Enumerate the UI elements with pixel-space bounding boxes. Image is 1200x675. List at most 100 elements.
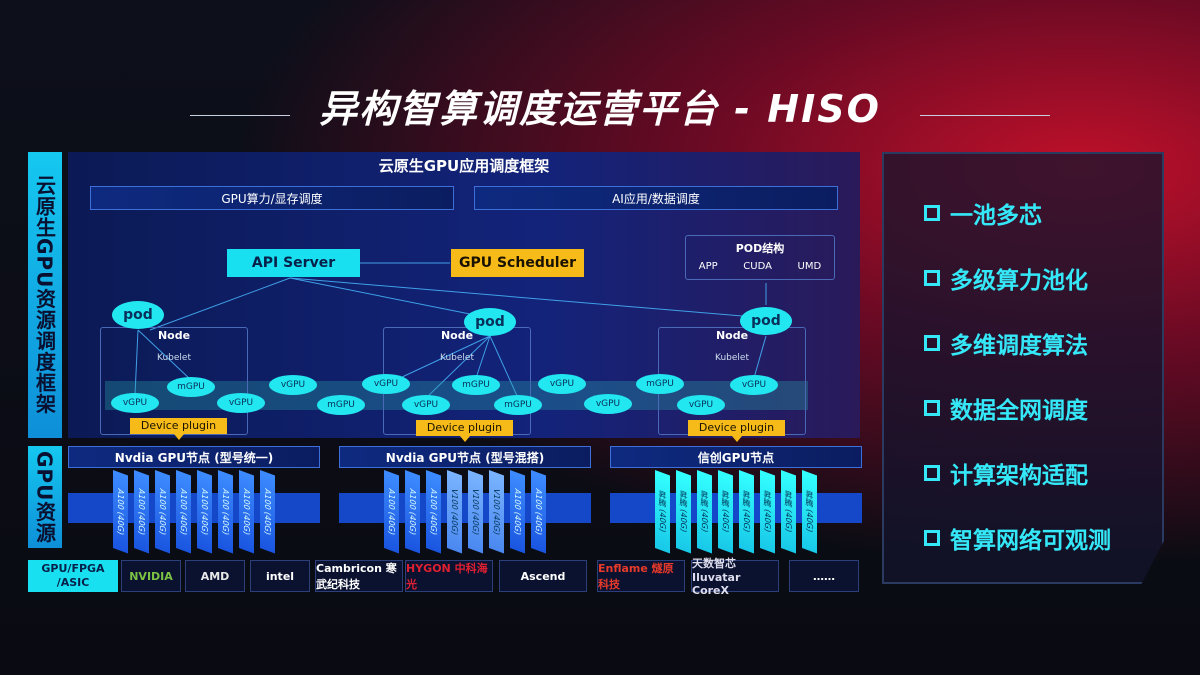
title-line-left bbox=[190, 115, 290, 116]
pod-structure-box: POD结构 APP CUDA UMD bbox=[685, 235, 835, 280]
features-panel bbox=[882, 152, 1164, 584]
gpu-card: 昇腾 (40G) bbox=[760, 470, 775, 554]
vendor-logo-2: intel bbox=[250, 560, 310, 592]
arrow-down-icon bbox=[460, 436, 470, 442]
gpu-card: 昇腾 (40G) bbox=[655, 470, 670, 554]
pod-item-umd: UMD bbox=[797, 261, 822, 272]
vendor-logo-0: NVIDIA bbox=[121, 560, 181, 592]
kubelet-label: Kubelet bbox=[157, 353, 191, 363]
gpu-card: A100 (40G) bbox=[384, 470, 399, 554]
mgpu-unit: mGPU bbox=[317, 395, 365, 415]
vgpu-unit: vGPU bbox=[730, 375, 778, 395]
pod-structure-title: POD结构 bbox=[735, 242, 785, 255]
gpu-card: A100 (40G) bbox=[176, 470, 191, 554]
vgpu-unit: vGPU bbox=[111, 393, 159, 413]
feature-label: 多级算力池化 bbox=[950, 268, 1088, 294]
gpu-group-title: Nvdia GPU节点 (型号混搭) bbox=[339, 446, 591, 468]
vendor-label: GPU/FPGA /ASIC bbox=[28, 560, 118, 592]
vendor-logo-7: 天数智芯 Iluvatar CoreX bbox=[691, 557, 779, 597]
feature-item: 计算架构适配 bbox=[924, 456, 1088, 490]
gpu-card: A100 (40G) bbox=[155, 470, 170, 554]
ai-data-bar: AI应用/数据调度 bbox=[474, 186, 838, 210]
node-label: Node bbox=[715, 329, 749, 342]
kubelet-label: Kubelet bbox=[715, 353, 749, 363]
gpu-scheduler-box: GPU Scheduler bbox=[451, 249, 584, 277]
checkbox-square-icon bbox=[924, 270, 940, 286]
gpu-card: 昇腾 (40G) bbox=[718, 470, 733, 554]
framework-header: 云原生GPU应用调度框架 bbox=[378, 157, 550, 175]
vgpu-unit: vGPU bbox=[538, 374, 586, 394]
vendor-logo-4: HYGON 中科海光 bbox=[405, 560, 493, 592]
vgpu-unit: vGPU bbox=[362, 374, 410, 394]
gpu-card: A100 (40G) bbox=[113, 470, 128, 554]
arrow-down-icon bbox=[174, 434, 184, 440]
device-plugin-box: Device plugin bbox=[416, 420, 513, 436]
mgpu-unit: mGPU bbox=[494, 395, 542, 415]
device-plugin-box: Device plugin bbox=[688, 420, 785, 436]
feature-item: 多级算力池化 bbox=[924, 261, 1088, 295]
feature-item: 多维调度算法 bbox=[924, 326, 1088, 360]
feature-label: 多维调度算法 bbox=[950, 333, 1088, 359]
gpu-group-base bbox=[68, 493, 320, 523]
gpu-card: V100 (40G) bbox=[447, 470, 462, 554]
title-line-right bbox=[920, 115, 1050, 116]
gpu-card: A100 (40G) bbox=[405, 470, 420, 554]
vendor-logo-1: AMD bbox=[185, 560, 245, 592]
gpu-card: A100 (40G) bbox=[218, 470, 233, 554]
feature-label: 智算网络可观测 bbox=[950, 528, 1111, 554]
device-plugin-box: Device plugin bbox=[130, 418, 227, 434]
gpu-card: V100 (40G) bbox=[489, 470, 504, 554]
vgpu-unit: vGPU bbox=[677, 395, 725, 415]
vendor-logo-5: Ascend bbox=[499, 560, 587, 592]
checkbox-square-icon bbox=[924, 205, 940, 221]
vgpu-unit: vGPU bbox=[269, 375, 317, 395]
mgpu-unit: mGPU bbox=[167, 377, 215, 397]
gpu-card: A100 (40G) bbox=[510, 470, 525, 554]
vendor-logo-6: Enflame 燧原科技 bbox=[597, 560, 685, 592]
gpu-card: 昇腾 (40G) bbox=[676, 470, 691, 554]
gpu-group-title: 信创GPU节点 bbox=[610, 446, 862, 468]
framework-side-label: 云原生GPU资源调度框架 bbox=[28, 152, 62, 438]
pod-node: pod bbox=[464, 308, 516, 336]
api-server-box: API Server bbox=[227, 249, 360, 277]
gpu-card: A100 (40G) bbox=[260, 470, 275, 554]
gpu-card: A100 (40G) bbox=[239, 470, 254, 554]
node-label: Node bbox=[157, 329, 191, 342]
gpu-card: A100 (40G) bbox=[134, 470, 149, 554]
arrow-down-icon bbox=[732, 436, 742, 442]
resources-side-label: GPU资源 bbox=[28, 446, 62, 548]
mgpu-unit: mGPU bbox=[636, 374, 684, 394]
gpu-card: 昇腾 (40G) bbox=[739, 470, 754, 554]
feature-label: 数据全网调度 bbox=[950, 398, 1088, 424]
gpu-group-base bbox=[610, 493, 862, 523]
vendor-logo-8: …… bbox=[789, 560, 859, 592]
feature-label: 计算架构适配 bbox=[950, 463, 1088, 489]
feature-label: 一池多芯 bbox=[950, 203, 1042, 229]
gpu-card: V100 (40G) bbox=[468, 470, 483, 554]
mgpu-unit: mGPU bbox=[452, 375, 500, 395]
checkbox-square-icon bbox=[924, 530, 940, 546]
pod-node: pod bbox=[740, 307, 792, 335]
feature-item: 数据全网调度 bbox=[924, 391, 1088, 425]
node-label: Node bbox=[440, 329, 474, 342]
gpu-compute-bar: GPU算力/显存调度 bbox=[90, 186, 454, 210]
vgpu-unit: vGPU bbox=[584, 394, 632, 414]
gpu-group-base bbox=[339, 493, 591, 523]
vendor-logo-3: Cambricon 寒武纪科技 bbox=[315, 560, 403, 592]
page-title: 异构智算调度运营平台 - HISO bbox=[319, 87, 881, 131]
gpu-group-title: Nvdia GPU节点 (型号统一) bbox=[68, 446, 320, 468]
gpu-card: 昇腾 (40G) bbox=[781, 470, 796, 554]
pod-node: pod bbox=[112, 301, 164, 329]
feature-item: 智算网络可观测 bbox=[924, 521, 1111, 555]
feature-item: 一池多芯 bbox=[924, 196, 1042, 230]
gpu-card: A100 (40G) bbox=[197, 470, 212, 554]
vgpu-unit: vGPU bbox=[217, 393, 265, 413]
checkbox-square-icon bbox=[924, 400, 940, 416]
gpu-card: A100 (40G) bbox=[531, 470, 546, 554]
kubelet-label: Kubelet bbox=[440, 353, 474, 363]
pod-item-cuda: CUDA bbox=[743, 261, 772, 272]
gpu-card: A100 (40G) bbox=[426, 470, 441, 554]
pod-item-app: APP bbox=[698, 261, 718, 272]
gpu-card: 昇腾 (40G) bbox=[802, 470, 817, 554]
